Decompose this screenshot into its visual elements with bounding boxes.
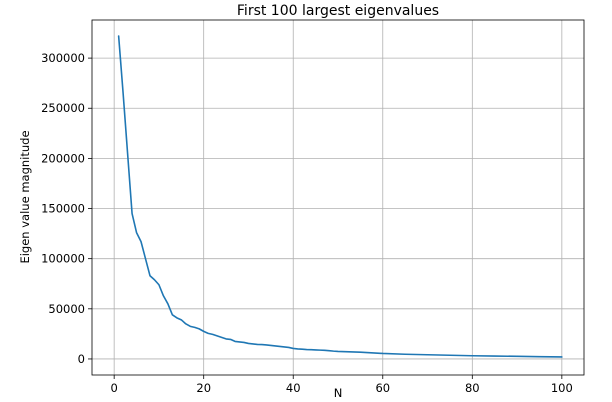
- x-axis: 0 20 40 60 80 100: [110, 375, 573, 395]
- x-tick-label: 100: [551, 381, 573, 395]
- y-axis: 0 50000 100000 150000 200000 250000 300000: [41, 51, 92, 366]
- y-tick-label: 250000: [41, 101, 85, 115]
- x-tick-label: 60: [375, 381, 390, 395]
- grid: [92, 20, 584, 375]
- x-tick-label: 40: [286, 381, 301, 395]
- x-tick-label: 0: [110, 381, 117, 395]
- plot-frame: [91, 19, 585, 376]
- y-tick-label: 50000: [48, 302, 85, 316]
- series-layer: [117, 35, 563, 358]
- chart-title: First 100 largest eigenvalues: [237, 3, 439, 19]
- y-tick-label: 100000: [41, 252, 85, 266]
- y-tick-label: 300000: [41, 51, 85, 65]
- x-tick-label: 80: [465, 381, 480, 395]
- y-tick-label: 200000: [41, 151, 85, 165]
- y-tick-label: 150000: [41, 202, 85, 216]
- y-axis-label: Eigen value magnitude: [18, 130, 32, 263]
- y-tick-label: 0: [78, 352, 85, 366]
- eigenvalue-series-line: [117, 35, 563, 358]
- x-axis-label: N: [334, 386, 343, 400]
- x-tick-label: 20: [196, 381, 211, 395]
